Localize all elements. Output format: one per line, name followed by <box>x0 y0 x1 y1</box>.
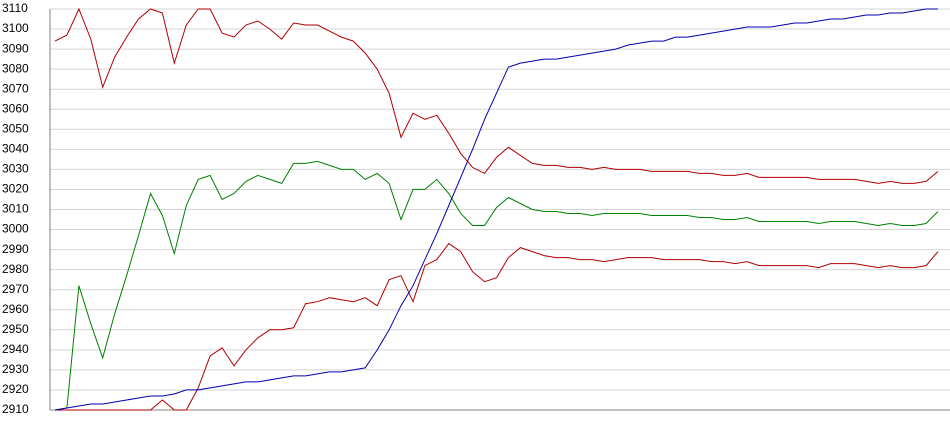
y-tick-label: 3100 <box>2 21 29 35</box>
y-tick-label: 2980 <box>2 262 29 276</box>
y-tick-label: 3000 <box>2 222 29 236</box>
series-line <box>55 242 939 411</box>
y-tick-label: 2930 <box>2 362 29 376</box>
y-tick-label: 3010 <box>2 202 29 216</box>
y-tick-label: 3080 <box>2 61 29 75</box>
y-tick-label: 3090 <box>2 41 29 55</box>
y-tick-label: 3030 <box>2 162 29 176</box>
y-tick-label: 3110 <box>2 1 28 15</box>
y-tick-label: 2940 <box>2 342 29 356</box>
y-tick-label: 3040 <box>2 142 29 156</box>
y-tick-label: 2920 <box>2 382 29 396</box>
y-tick-label: 2950 <box>2 322 29 336</box>
y-tick-label: 3020 <box>2 182 29 196</box>
y-tick-label: 2960 <box>2 302 29 316</box>
y-tick-label: 2990 <box>2 242 29 256</box>
series-line <box>54 7 939 184</box>
series-line <box>54 160 939 411</box>
y-tick-label: 2970 <box>2 282 29 296</box>
y-tick-label: 3070 <box>2 81 29 95</box>
y-tick-label: 3060 <box>2 101 29 115</box>
series-line <box>54 8 938 411</box>
y-tick-label: 3050 <box>2 121 29 135</box>
y-tick-label: 2910 <box>2 402 29 416</box>
